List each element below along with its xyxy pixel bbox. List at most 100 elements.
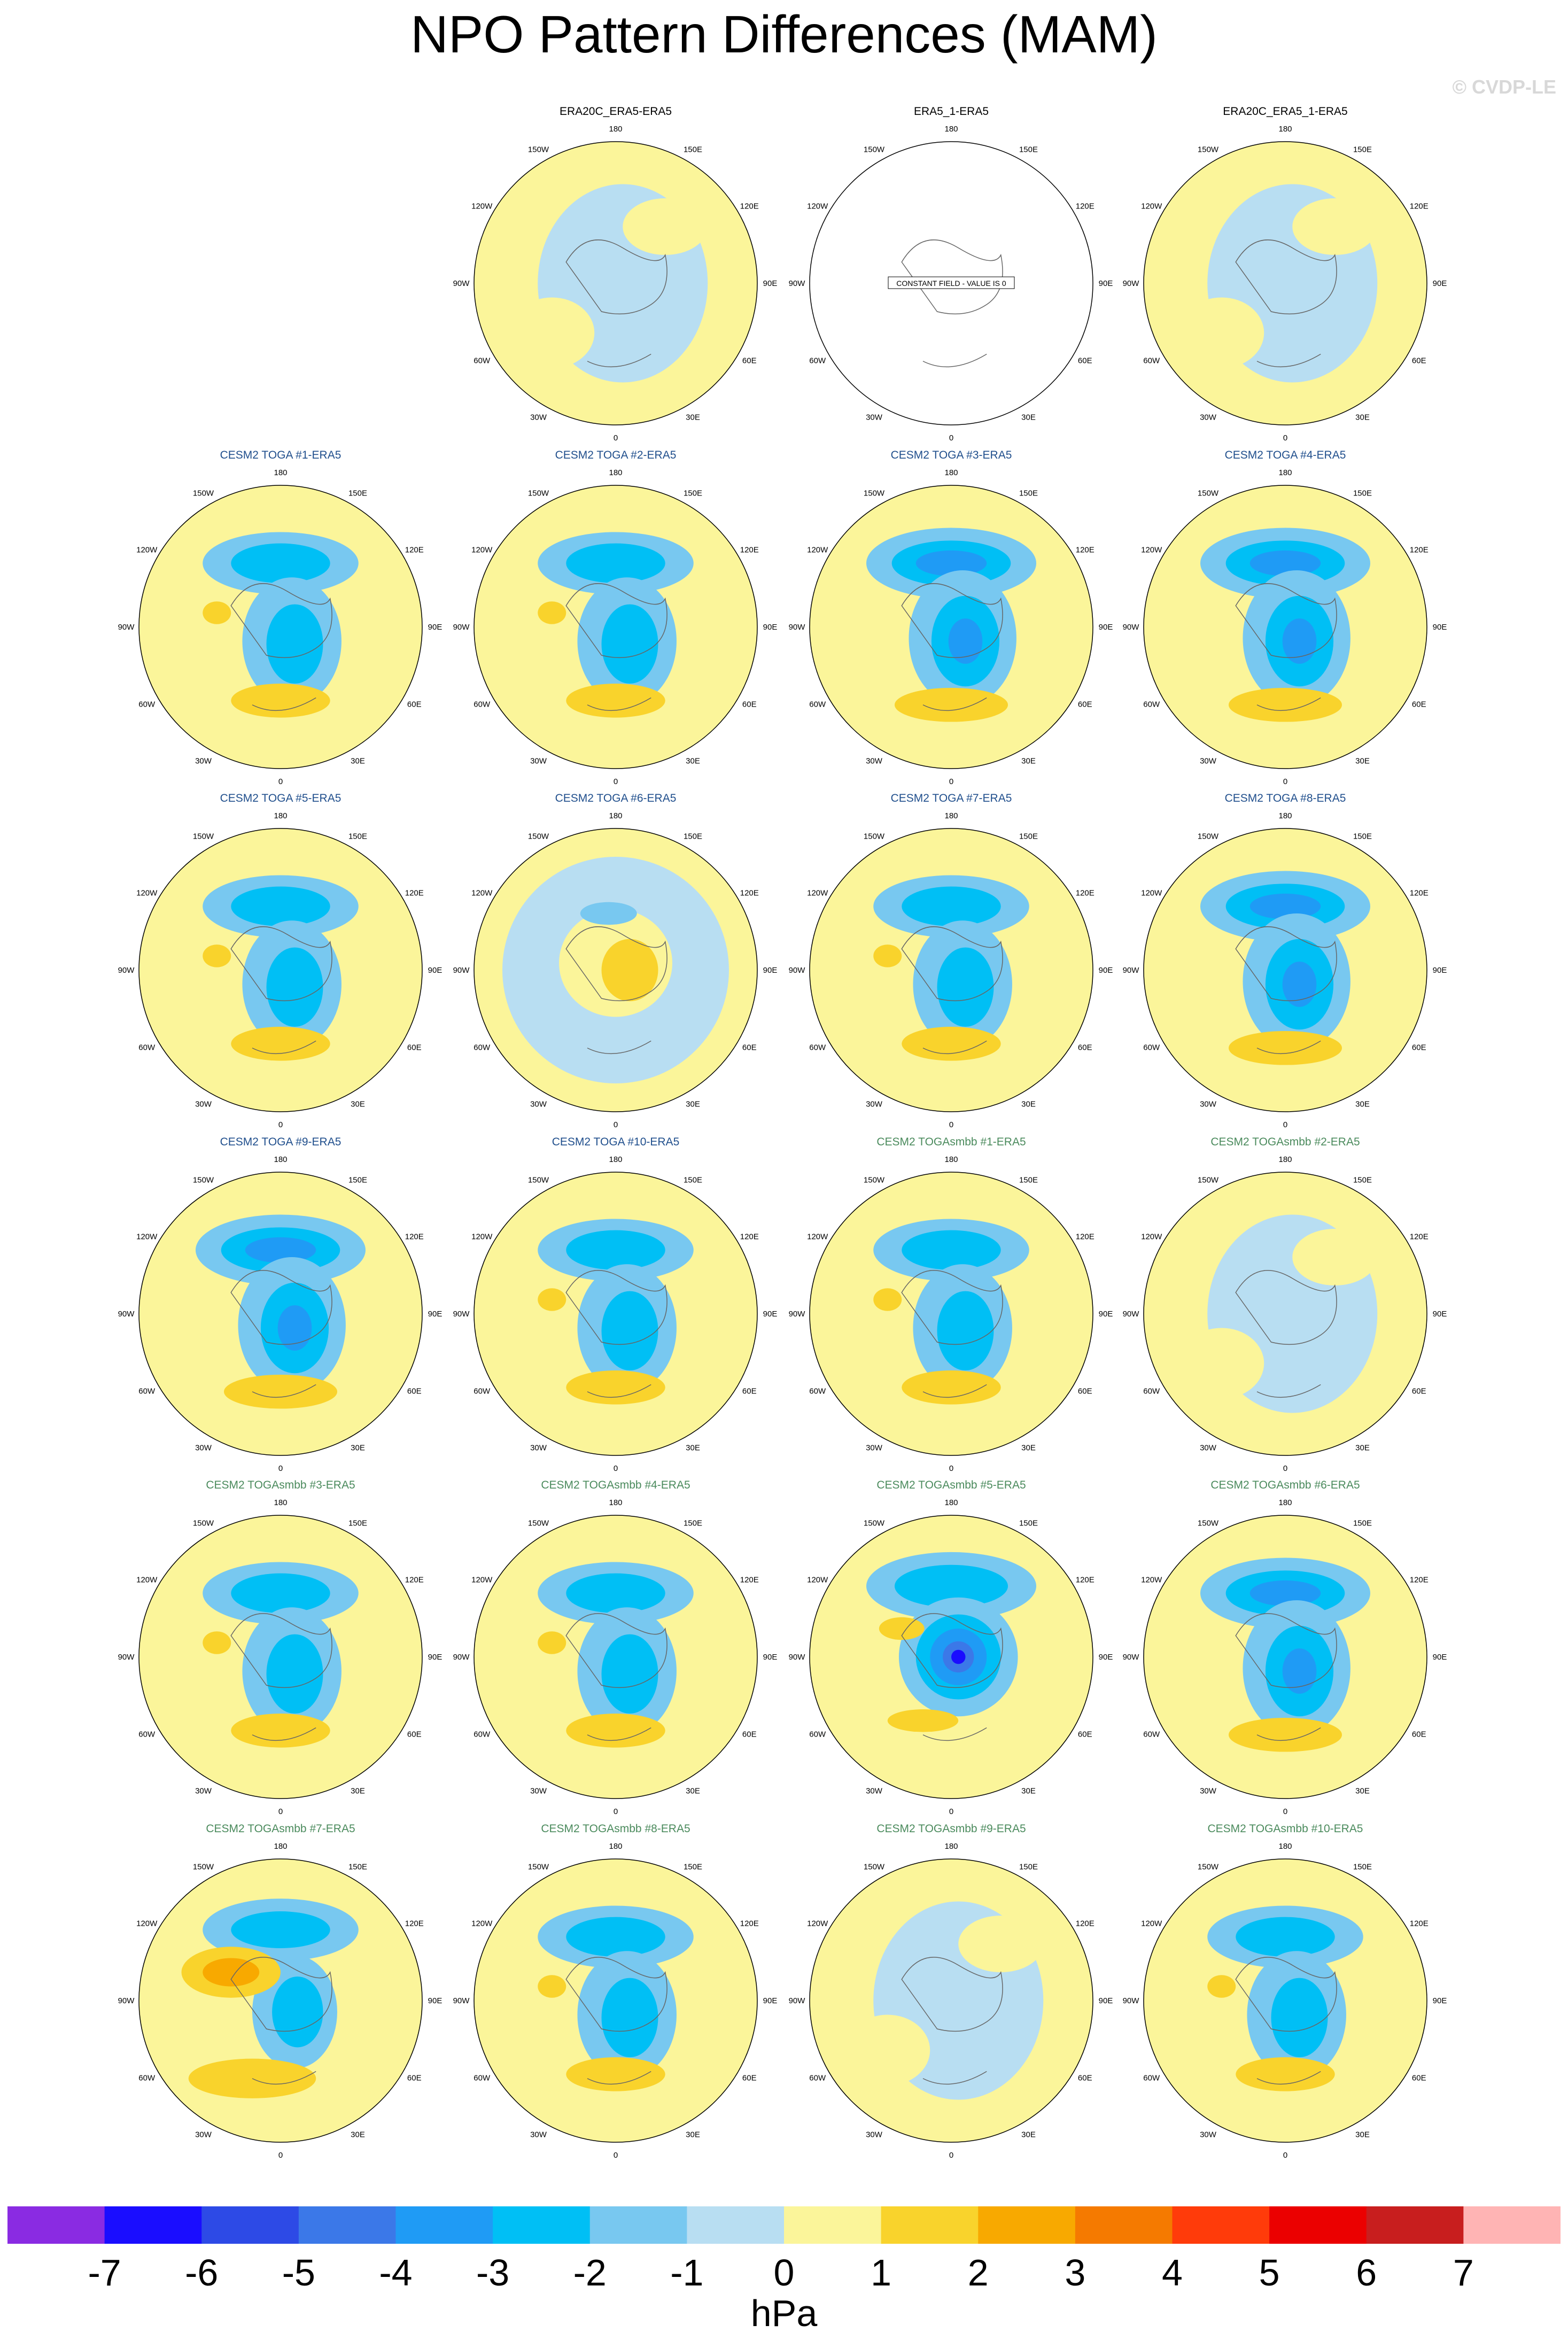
coastline bbox=[901, 1613, 1003, 1688]
colorbar-tick-label: -4 bbox=[379, 2252, 413, 2293]
longitude-label: 90W bbox=[789, 1996, 806, 2005]
pressure-field bbox=[810, 1859, 1093, 2142]
longitude-label: 120W bbox=[1141, 1919, 1162, 1928]
contour-region bbox=[203, 1958, 260, 1987]
longitude-label: 150W bbox=[528, 145, 549, 154]
longitude-label: 0 bbox=[949, 1464, 953, 1473]
contour-region bbox=[231, 684, 330, 718]
coastline bbox=[901, 239, 1003, 315]
longitude-label: 30W bbox=[866, 1099, 883, 1109]
coastline bbox=[230, 1613, 332, 1688]
longitude-label: 180 bbox=[1278, 1155, 1292, 1164]
contour-region bbox=[266, 947, 323, 1027]
panel-map: CESM2 TOGAsmbb #1-ERA5 180 150E 120E 90E 60E 3… bbox=[789, 1136, 1113, 1473]
panel-title: CESM2 TOGA #1-ERA5 bbox=[220, 449, 341, 461]
longitude-label: 60E bbox=[1412, 700, 1426, 709]
longitude-label: 90W bbox=[453, 1309, 470, 1319]
contour-region bbox=[601, 1978, 658, 2057]
pressure-field bbox=[139, 1172, 422, 1455]
contour-region bbox=[566, 1573, 665, 1613]
longitude-label: 180 bbox=[944, 1155, 958, 1164]
colorbar-swatch bbox=[493, 2206, 591, 2244]
contour-region bbox=[902, 1230, 1001, 1270]
longitude-label: 120W bbox=[136, 1919, 158, 1928]
longitude-label: 30E bbox=[351, 756, 365, 765]
longitude-label: 150E bbox=[348, 832, 367, 841]
longitude-label: 30W bbox=[866, 1443, 883, 1452]
longitude-label: 150W bbox=[864, 145, 885, 154]
longitude-label: 180 bbox=[609, 468, 622, 477]
coastline bbox=[587, 697, 651, 711]
colorbar-swatch bbox=[687, 2206, 785, 2244]
coastline bbox=[587, 1384, 651, 1398]
contour-region bbox=[538, 1288, 566, 1311]
longitude-label: 30E bbox=[351, 1443, 365, 1452]
longitude-label: 180 bbox=[609, 125, 622, 134]
pressure-field bbox=[1144, 828, 1427, 1112]
longitude-label: 120E bbox=[1076, 1233, 1095, 1242]
contour-region bbox=[1229, 1717, 1342, 1752]
longitude-label: 30W bbox=[1200, 756, 1217, 765]
coastline bbox=[922, 353, 987, 368]
pressure-field bbox=[810, 1172, 1093, 1455]
longitude-label: 30W bbox=[195, 2130, 212, 2139]
colorbar-tick-label: 4 bbox=[1162, 2252, 1183, 2293]
panel-title: CESM2 TOGA #4-ERA5 bbox=[1225, 449, 1346, 461]
longitude-label: 90E bbox=[1433, 966, 1447, 975]
longitude-label: 150E bbox=[348, 1863, 367, 1872]
coastline bbox=[565, 926, 667, 1002]
panel-title: CESM2 TOGA #10-ERA5 bbox=[552, 1136, 680, 1148]
contour-region bbox=[566, 2057, 665, 2091]
longitude-label: 0 bbox=[1283, 777, 1287, 786]
longitude-label: 180 bbox=[274, 468, 287, 477]
longitude-label: 150E bbox=[1353, 489, 1372, 498]
contour-region bbox=[902, 886, 1001, 926]
longitude-label: 60E bbox=[1078, 1730, 1092, 1739]
longitude-label: 30E bbox=[686, 1099, 700, 1109]
panel-grid: ERA20C_ERA5-ERA5 180 150E 120E 90E 60E 30E 0 30W… bbox=[118, 105, 1447, 2160]
contour-region bbox=[266, 1634, 323, 1714]
contour-region bbox=[1179, 1328, 1264, 1399]
longitude-label: 0 bbox=[949, 1120, 953, 1129]
longitude-label: 30E bbox=[1021, 1786, 1036, 1795]
longitude-label: 180 bbox=[609, 811, 622, 820]
longitude-label: 30W bbox=[530, 756, 547, 765]
panel-map: CESM2 TOGA #5-ERA5 180 150E 120E 90E 60E 30E 0 3… bbox=[118, 792, 443, 1129]
coastline bbox=[587, 1727, 651, 1741]
longitude-label: 180 bbox=[1278, 811, 1292, 820]
longitude-label: 150W bbox=[193, 832, 214, 841]
colorbar-swatch bbox=[1172, 2206, 1270, 2244]
longitude-label: 120E bbox=[1076, 546, 1095, 555]
longitude-label: 60E bbox=[1078, 1387, 1092, 1396]
colorbar-swatch bbox=[881, 2206, 979, 2244]
longitude-label: 90W bbox=[789, 279, 806, 288]
panel-map: ERA5_1-ERA5 CONSTANT FIELD - VALUE IS 0 18… bbox=[789, 105, 1113, 443]
longitude-label: 0 bbox=[278, 2151, 283, 2160]
longitude-label: 180 bbox=[1278, 1498, 1292, 1507]
coastline bbox=[230, 926, 332, 1002]
longitude-label: 150W bbox=[193, 489, 214, 498]
colorbar-tick-label: -3 bbox=[476, 2252, 510, 2293]
longitude-label: 60E bbox=[407, 700, 422, 709]
pressure-field bbox=[474, 1859, 757, 2142]
longitude-label: 150W bbox=[864, 1176, 885, 1185]
panel-title: CESM2 TOGAsmbb #9-ERA5 bbox=[876, 1823, 1026, 1835]
map-border bbox=[809, 485, 1093, 769]
panel-title: CESM2 TOGAsmbb #2-ERA5 bbox=[1210, 1136, 1360, 1148]
panel-map: ERA20C_ERA5-ERA5 180 150E 120E 90E 60E 30E 0 30W… bbox=[453, 105, 778, 443]
map-border bbox=[1143, 485, 1427, 769]
longitude-label: 150W bbox=[1198, 145, 1219, 154]
longitude-label: 30W bbox=[1200, 413, 1217, 422]
longitude-label: 90W bbox=[118, 623, 135, 632]
longitude-label: 120E bbox=[405, 1233, 424, 1242]
longitude-label: 30W bbox=[866, 413, 883, 422]
longitude-label: 0 bbox=[1283, 1807, 1287, 1816]
pressure-field bbox=[139, 1859, 422, 2142]
panel-title: ERA5_1-ERA5 bbox=[914, 105, 989, 118]
longitude-label: 30W bbox=[195, 756, 212, 765]
longitude-label: 30E bbox=[1355, 1443, 1370, 1452]
colorbar-swatch bbox=[298, 2206, 396, 2244]
contour-region bbox=[538, 1975, 566, 1998]
longitude-label: 60E bbox=[407, 1387, 422, 1396]
longitude-label: 120W bbox=[807, 889, 828, 898]
